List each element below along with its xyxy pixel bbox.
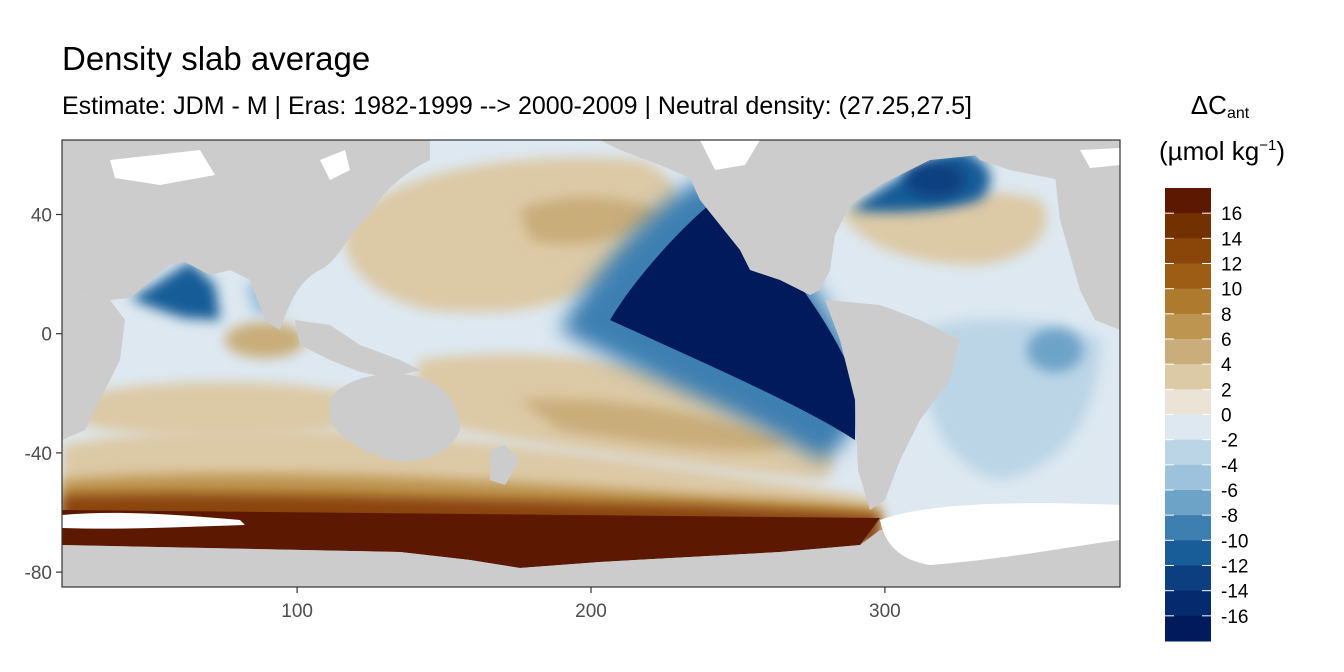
legend-swatch xyxy=(1165,615,1211,642)
mediterranean-missing xyxy=(110,150,215,185)
legend-swatch xyxy=(1165,565,1211,592)
legend-swatch xyxy=(1165,263,1211,290)
x-tick-label: 300 xyxy=(869,601,901,622)
legend-swatch xyxy=(1165,288,1211,315)
y-tick-label: 0 xyxy=(41,325,52,346)
legend-label: 12 xyxy=(1221,255,1242,276)
legend-swatch xyxy=(1165,339,1211,365)
legend: 16 14 12 10 8 6 4 2 0 -2 -4 -6 -8 -10 -12 -14 -16 xyxy=(1165,188,1249,642)
legend-label: 14 xyxy=(1221,229,1243,250)
legend-label: -12 xyxy=(1221,557,1248,578)
legend-label: 6 xyxy=(1221,330,1232,351)
legend-swatch xyxy=(1165,313,1211,340)
indian-south-band xyxy=(62,382,380,438)
legend-label: 10 xyxy=(1221,280,1242,301)
north-atlantic-missing xyxy=(1080,148,1120,168)
legend-swatch xyxy=(1165,238,1211,264)
legend-label: -8 xyxy=(1221,506,1238,527)
legend-label: 0 xyxy=(1221,406,1232,427)
legend-label: -14 xyxy=(1221,582,1249,603)
legend-swatch xyxy=(1165,439,1211,466)
north-america xyxy=(600,140,1000,295)
eurasia xyxy=(62,140,430,330)
new-zealand xyxy=(490,445,520,485)
labrador-core xyxy=(905,162,965,198)
indonesia xyxy=(295,320,420,378)
x-tick-label: 200 xyxy=(575,601,607,622)
y-tick-label: -80 xyxy=(25,563,52,584)
y-tick-label: 40 xyxy=(31,206,52,227)
atlantic-dark-patch xyxy=(1027,328,1083,372)
legend-swatch xyxy=(1165,414,1211,441)
etp-core xyxy=(610,200,855,440)
arabian-sea xyxy=(130,262,220,320)
legend-swatch xyxy=(1165,464,1211,491)
legend-swatch xyxy=(1165,188,1211,214)
legend-label: -4 xyxy=(1221,456,1238,477)
australia xyxy=(330,373,460,462)
legend-title: ΔCant xyxy=(1190,90,1250,122)
legend-label: -16 xyxy=(1221,607,1248,628)
legend-label: 16 xyxy=(1221,204,1242,225)
legend-swatch xyxy=(1165,389,1211,415)
north-pacific-core xyxy=(520,197,660,244)
south-pacific-core xyxy=(520,399,790,451)
legend-label: -6 xyxy=(1221,481,1238,502)
legend-label: 2 xyxy=(1221,380,1232,401)
x-tick-label: 100 xyxy=(281,601,313,622)
ross-shelf-missing xyxy=(62,512,245,529)
land xyxy=(62,140,1120,587)
weddell-sea-missing xyxy=(880,503,1120,565)
legend-swatch xyxy=(1165,540,1211,566)
chart-subtitle: Estimate: JDM - M | Eras: 1982-1999 --> … xyxy=(62,92,972,120)
y-tick-label: -40 xyxy=(25,444,52,465)
africa xyxy=(62,290,125,440)
north-pacific-gyre xyxy=(344,157,678,313)
chart-title: Density slab average xyxy=(62,40,371,77)
black-caspian-missing xyxy=(320,150,350,180)
south-america xyxy=(825,300,960,510)
pacific-arctic-missing xyxy=(700,140,760,170)
so-shelf-max xyxy=(62,510,880,568)
legend-swatch xyxy=(1165,490,1211,516)
legend-unit: (µmol kg−1) xyxy=(1159,136,1285,166)
legend-label: -2 xyxy=(1221,431,1238,452)
legend-swatch xyxy=(1165,590,1211,617)
legend-swatch xyxy=(1165,213,1211,239)
legend-swatch xyxy=(1165,364,1211,390)
legend-label: 4 xyxy=(1221,355,1232,376)
antarctica xyxy=(62,530,1120,587)
indian-ocean-patch xyxy=(225,322,305,358)
legend-label: 8 xyxy=(1221,305,1232,326)
legend-swatch xyxy=(1165,515,1211,541)
legend-label: -10 xyxy=(1221,531,1248,552)
missing-data xyxy=(62,140,1120,565)
europe-west-africa xyxy=(1055,175,1120,330)
